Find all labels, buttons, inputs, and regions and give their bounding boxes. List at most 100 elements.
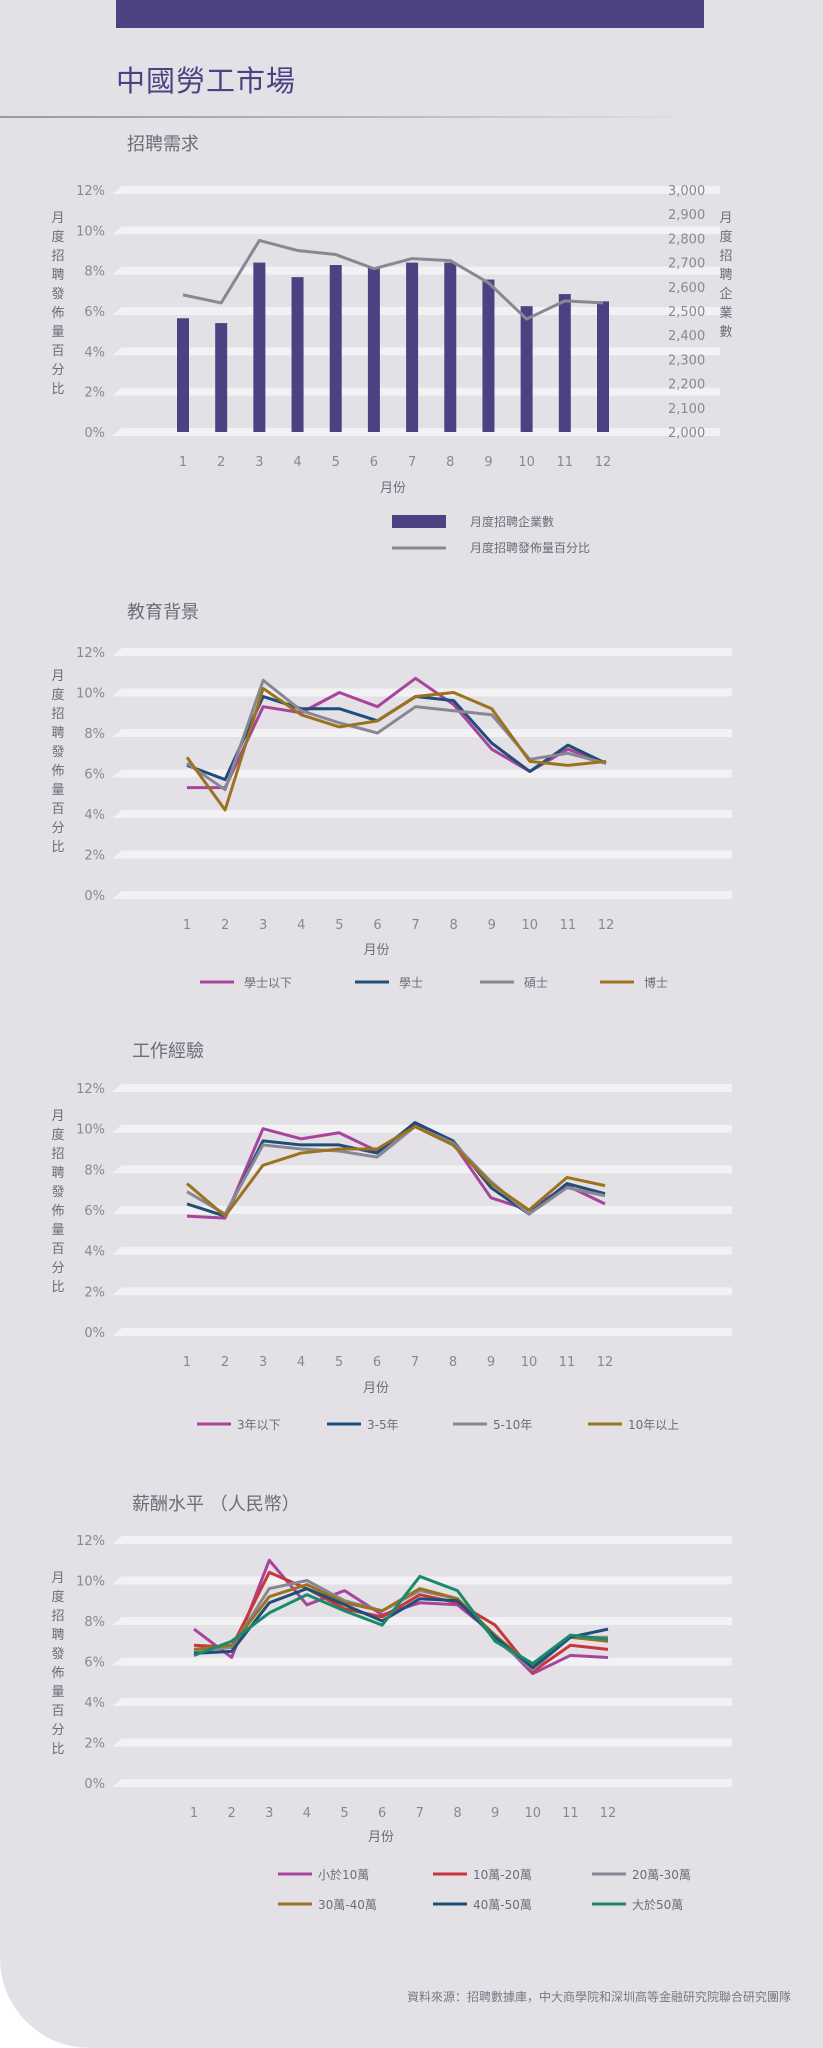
y-tick-label: 0% [84, 1326, 105, 1341]
y-tick-label: 8% [84, 265, 105, 280]
x-tick-label: 9 [488, 918, 496, 933]
y-axis-title-char: 比 [51, 382, 64, 397]
y-tick-label: 8% [84, 727, 105, 742]
bar-12 [597, 301, 609, 432]
y-axis-title-char: 佈 [51, 763, 64, 779]
x-tick-label: 7 [411, 918, 419, 933]
y-tick-label: 10% [76, 1123, 105, 1138]
x-axis-title: 月份 [363, 1381, 389, 1396]
x-tick-label: 2 [221, 918, 229, 933]
y-tick-label: 12% [76, 1534, 105, 1549]
x-tick-label: 8 [453, 1806, 461, 1821]
title-divider [0, 116, 700, 118]
series-line-2 [186, 678, 607, 792]
y-axis-title-char: 月 [51, 1571, 64, 1586]
x-tick-label: 10 [518, 455, 535, 470]
bar-7 [406, 262, 419, 432]
x-tick-label: 9 [487, 1355, 495, 1370]
legend-label-5: 大於50萬 [632, 1897, 683, 1912]
gridline [112, 226, 720, 235]
x-tick-label: 4 [303, 1806, 311, 1821]
y-axis-title-char: 百 [51, 1242, 64, 1257]
y2-axis-title-char: 聘 [719, 268, 732, 283]
y-axis-title-char: 發 [51, 287, 64, 302]
y-tick-label: 12% [76, 184, 105, 199]
x-tick-label: 10 [524, 1806, 541, 1821]
legend-label-3: 博士 [644, 975, 668, 990]
series-line-5 [193, 1574, 609, 1666]
y-axis-title-char: 聘 [51, 1166, 64, 1181]
x-tick-label: 5 [335, 1355, 343, 1370]
gridline [112, 648, 732, 656]
x-tick-label: 6 [378, 1806, 386, 1821]
gridline [112, 186, 720, 194]
y2-tick-label: 2,300 [668, 353, 705, 368]
x-tick-label: 4 [297, 1355, 305, 1370]
x-axis-title: 月份 [363, 943, 389, 958]
y-tick-label: 4% [84, 345, 105, 360]
series-line-3 [185, 686, 607, 812]
section-title-experience: 工作經驗 [132, 1041, 204, 1062]
series-line-2 [186, 1125, 606, 1216]
series-line-percentage [182, 238, 604, 321]
series-line-1 [193, 1570, 609, 1674]
legend-label-1: 10萬-20萬 [473, 1868, 532, 1882]
y2-tick-label: 2,700 [668, 257, 705, 272]
gridline [112, 1536, 732, 1544]
y-axis-title-char: 分 [51, 363, 64, 378]
gridline [112, 1206, 732, 1214]
y-axis-title-char: 量 [51, 325, 64, 340]
page-title: 中國勞工市場 [116, 64, 297, 98]
bar-8 [444, 262, 457, 432]
y2-axis-title-char: 業 [719, 305, 732, 321]
gridline [112, 1328, 732, 1336]
y-axis-title-char: 聘 [51, 726, 64, 741]
y-axis-title-char: 百 [51, 802, 64, 817]
y2-tick-label: 2,500 [668, 305, 705, 320]
x-tick-label: 10 [522, 918, 539, 933]
y-tick-label: 4% [84, 1245, 105, 1260]
y2-axis-title: 月度招聘企業數 [719, 211, 732, 340]
y-axis-title-char: 量 [51, 783, 64, 798]
y-axis-title-char: 百 [51, 1704, 64, 1719]
gridline [112, 1246, 732, 1255]
y-axis-title: 月度招聘發佈量百分比 [51, 211, 64, 397]
y-axis-title-char: 度 [51, 229, 64, 245]
gridline [112, 810, 732, 818]
x-tick-label: 12 [597, 1355, 614, 1370]
gridline [112, 1287, 732, 1296]
y2-axis-title-char: 月 [719, 211, 732, 226]
x-tick-label: 3 [259, 1355, 267, 1370]
x-tick-label: 8 [446, 455, 454, 470]
x-tick-label: 7 [411, 1355, 419, 1370]
legend-label-4: 40萬-50萬 [473, 1898, 532, 1912]
y-tick-label: 2% [84, 1737, 105, 1752]
y-tick-label: 0% [84, 889, 105, 904]
bar-2 [215, 323, 228, 432]
y2-axis-title-char: 招 [719, 249, 732, 264]
y-tick-label: 10% [76, 1575, 105, 1590]
bar-3 [253, 262, 266, 432]
y2-tick-label: 2,400 [668, 329, 705, 344]
legend-label-3: 30萬-40萬 [318, 1898, 377, 1912]
x-tick-label: 2 [227, 1806, 235, 1821]
y-axis-title-char: 度 [51, 1127, 64, 1143]
gridline [112, 1779, 732, 1787]
y-tick-label: 12% [76, 646, 105, 661]
top-accent-bar [116, 0, 704, 28]
y-tick-label: 12% [76, 1082, 105, 1097]
x-tick-label: 11 [557, 455, 574, 470]
x-tick-label: 7 [408, 455, 416, 470]
gridline [112, 1657, 732, 1666]
bar-11 [558, 294, 571, 432]
y-axis-title-char: 比 [51, 1742, 64, 1757]
x-tick-label: 11 [559, 1355, 576, 1370]
x-tick-label: 4 [293, 455, 301, 470]
y-axis-title-char: 招 [51, 707, 64, 722]
gridline [112, 850, 732, 859]
y-tick-label: 8% [84, 1615, 105, 1630]
x-tick-label: 3 [255, 455, 263, 470]
